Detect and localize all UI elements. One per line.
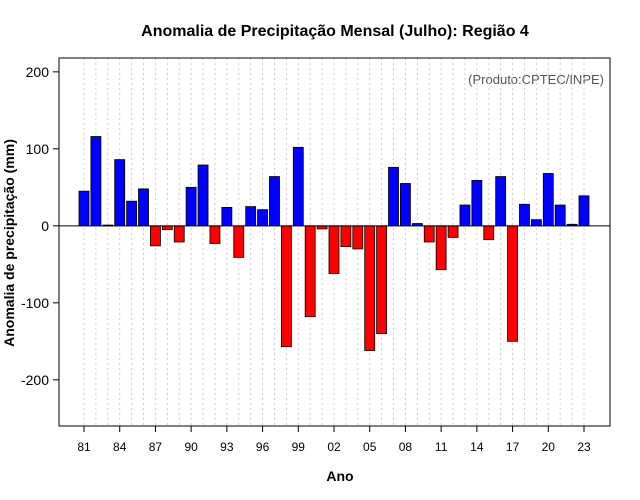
bar-2011 [435,225,447,271]
y-tick-label: -200 [21,372,49,388]
bar-1987 [150,225,161,247]
bar-1996 [257,209,268,227]
bar-2014 [471,180,483,227]
bars [78,136,590,351]
bar-1984 [114,159,126,227]
bar-2019 [530,219,542,227]
x-tick-label: 93 [220,440,234,454]
x-axis-title: Ano [326,468,353,484]
y-axis: -200 -100 0 100 200 [21,64,59,388]
bar-2018 [519,203,530,227]
bar-2003 [340,225,352,248]
x-tick-label: 17 [506,440,520,454]
x-tick-label: 99 [292,440,306,454]
bar-1995 [245,206,257,227]
y-tick-label: 100 [26,141,50,157]
bar-2000 [304,225,316,318]
y-axis-title: Anomalia de precipitação (mm) [1,139,17,347]
x-tick-label: 08 [399,440,413,454]
bar-1997 [269,176,280,227]
bar-1986 [138,188,149,227]
y-tick-label: 0 [41,218,49,234]
x-tick-label: 20 [542,440,556,454]
x-tick-label: 81 [77,440,91,454]
bar-1999 [292,146,304,227]
bar-2004 [352,225,364,250]
bar-2021 [554,204,566,227]
bar-2020 [542,173,554,227]
x-axis: 81 84 87 90 93 96 99 02 05 08 11 14 17 20 23 [77,426,591,454]
x-tick-label: 02 [327,440,341,454]
bar-2023 [578,195,590,227]
bar-2008 [400,183,411,227]
bar-2013 [459,204,471,227]
bar-1985 [126,200,138,227]
bar-1989 [173,225,185,243]
bar-1982 [90,136,102,227]
bar-1993 [221,206,233,227]
grid [83,58,585,426]
bar-2010 [423,225,435,243]
x-tick-label: 05 [363,440,377,454]
bar-1994 [233,225,245,258]
bar-1990 [185,186,197,227]
bar-2002 [328,225,340,274]
x-tick-label: 90 [184,440,198,454]
bar-1988 [161,225,173,231]
bar-2016 [495,176,507,227]
x-tick-label: 87 [149,440,163,454]
bar-1991 [197,164,209,227]
y-tick-label: -100 [21,295,49,311]
bar-2007 [388,166,399,227]
x-tick-label: 11 [435,440,448,454]
x-tick-label: 14 [470,440,484,454]
chart-title: Anomalia de Precipitação Mensal (Julho):… [141,23,529,40]
bar-1992 [209,225,221,244]
bar-2006 [376,225,388,335]
y-tick-label: 200 [26,64,50,80]
bar-2015 [483,225,495,241]
x-tick-label: 84 [113,440,127,454]
bar-2017 [507,225,518,342]
x-tick-label: 23 [577,440,591,454]
bar-1981 [78,190,90,227]
bar-2012 [447,225,459,238]
bar-2005 [364,225,376,351]
bar-1998 [280,225,292,348]
x-tick-label: 96 [256,440,270,454]
